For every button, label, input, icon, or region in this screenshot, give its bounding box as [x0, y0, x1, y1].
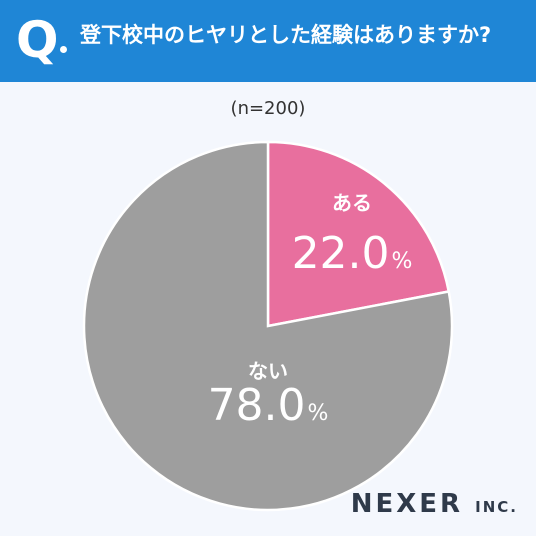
slice-value-label: 78.0% [208, 380, 329, 431]
slice-value-number: 78.0 [208, 380, 306, 431]
brand-logo: NEXER INC. [351, 489, 518, 522]
slice-category-label: ない [248, 359, 288, 383]
slice-category-label: ある [332, 191, 372, 215]
sample-size-label: (n=200) [230, 98, 306, 119]
slice-value-number: 22.0 [292, 228, 390, 279]
pie-slice-yes [266, 140, 451, 328]
slice-value-unit: % [392, 249, 413, 274]
question-mark-label: Q [16, 11, 59, 69]
slice-value-label: 22.0% [292, 228, 413, 279]
question-text: 登下校中のヒヤリとした経験はありますか? [80, 23, 492, 47]
brand-suffix: INC. [475, 498, 518, 516]
brand-name: NEXER [350, 489, 464, 519]
pie-slice-no [82, 140, 454, 512]
slice-value-unit: % [308, 401, 329, 426]
question-mark-dot [60, 46, 67, 53]
question-header: Q 登下校中のヒヤリとした経験はありますか? [0, 0, 536, 82]
